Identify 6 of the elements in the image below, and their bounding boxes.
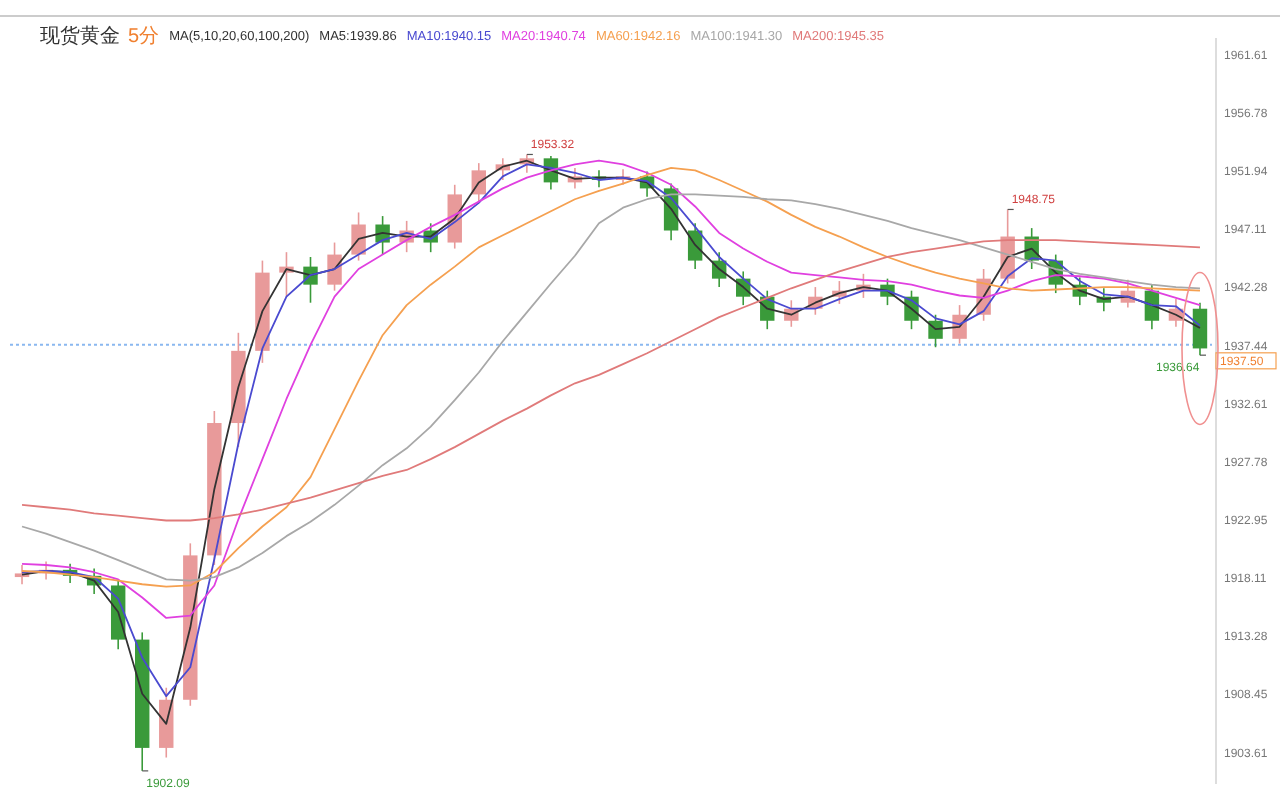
candlestick [327,241,342,292]
candlestick [928,313,943,349]
chart-title: 现货黄金 [40,24,120,48]
chart-subtitle: 5分 [128,24,160,48]
line-series [21,239,1201,522]
candlestick [351,211,366,262]
